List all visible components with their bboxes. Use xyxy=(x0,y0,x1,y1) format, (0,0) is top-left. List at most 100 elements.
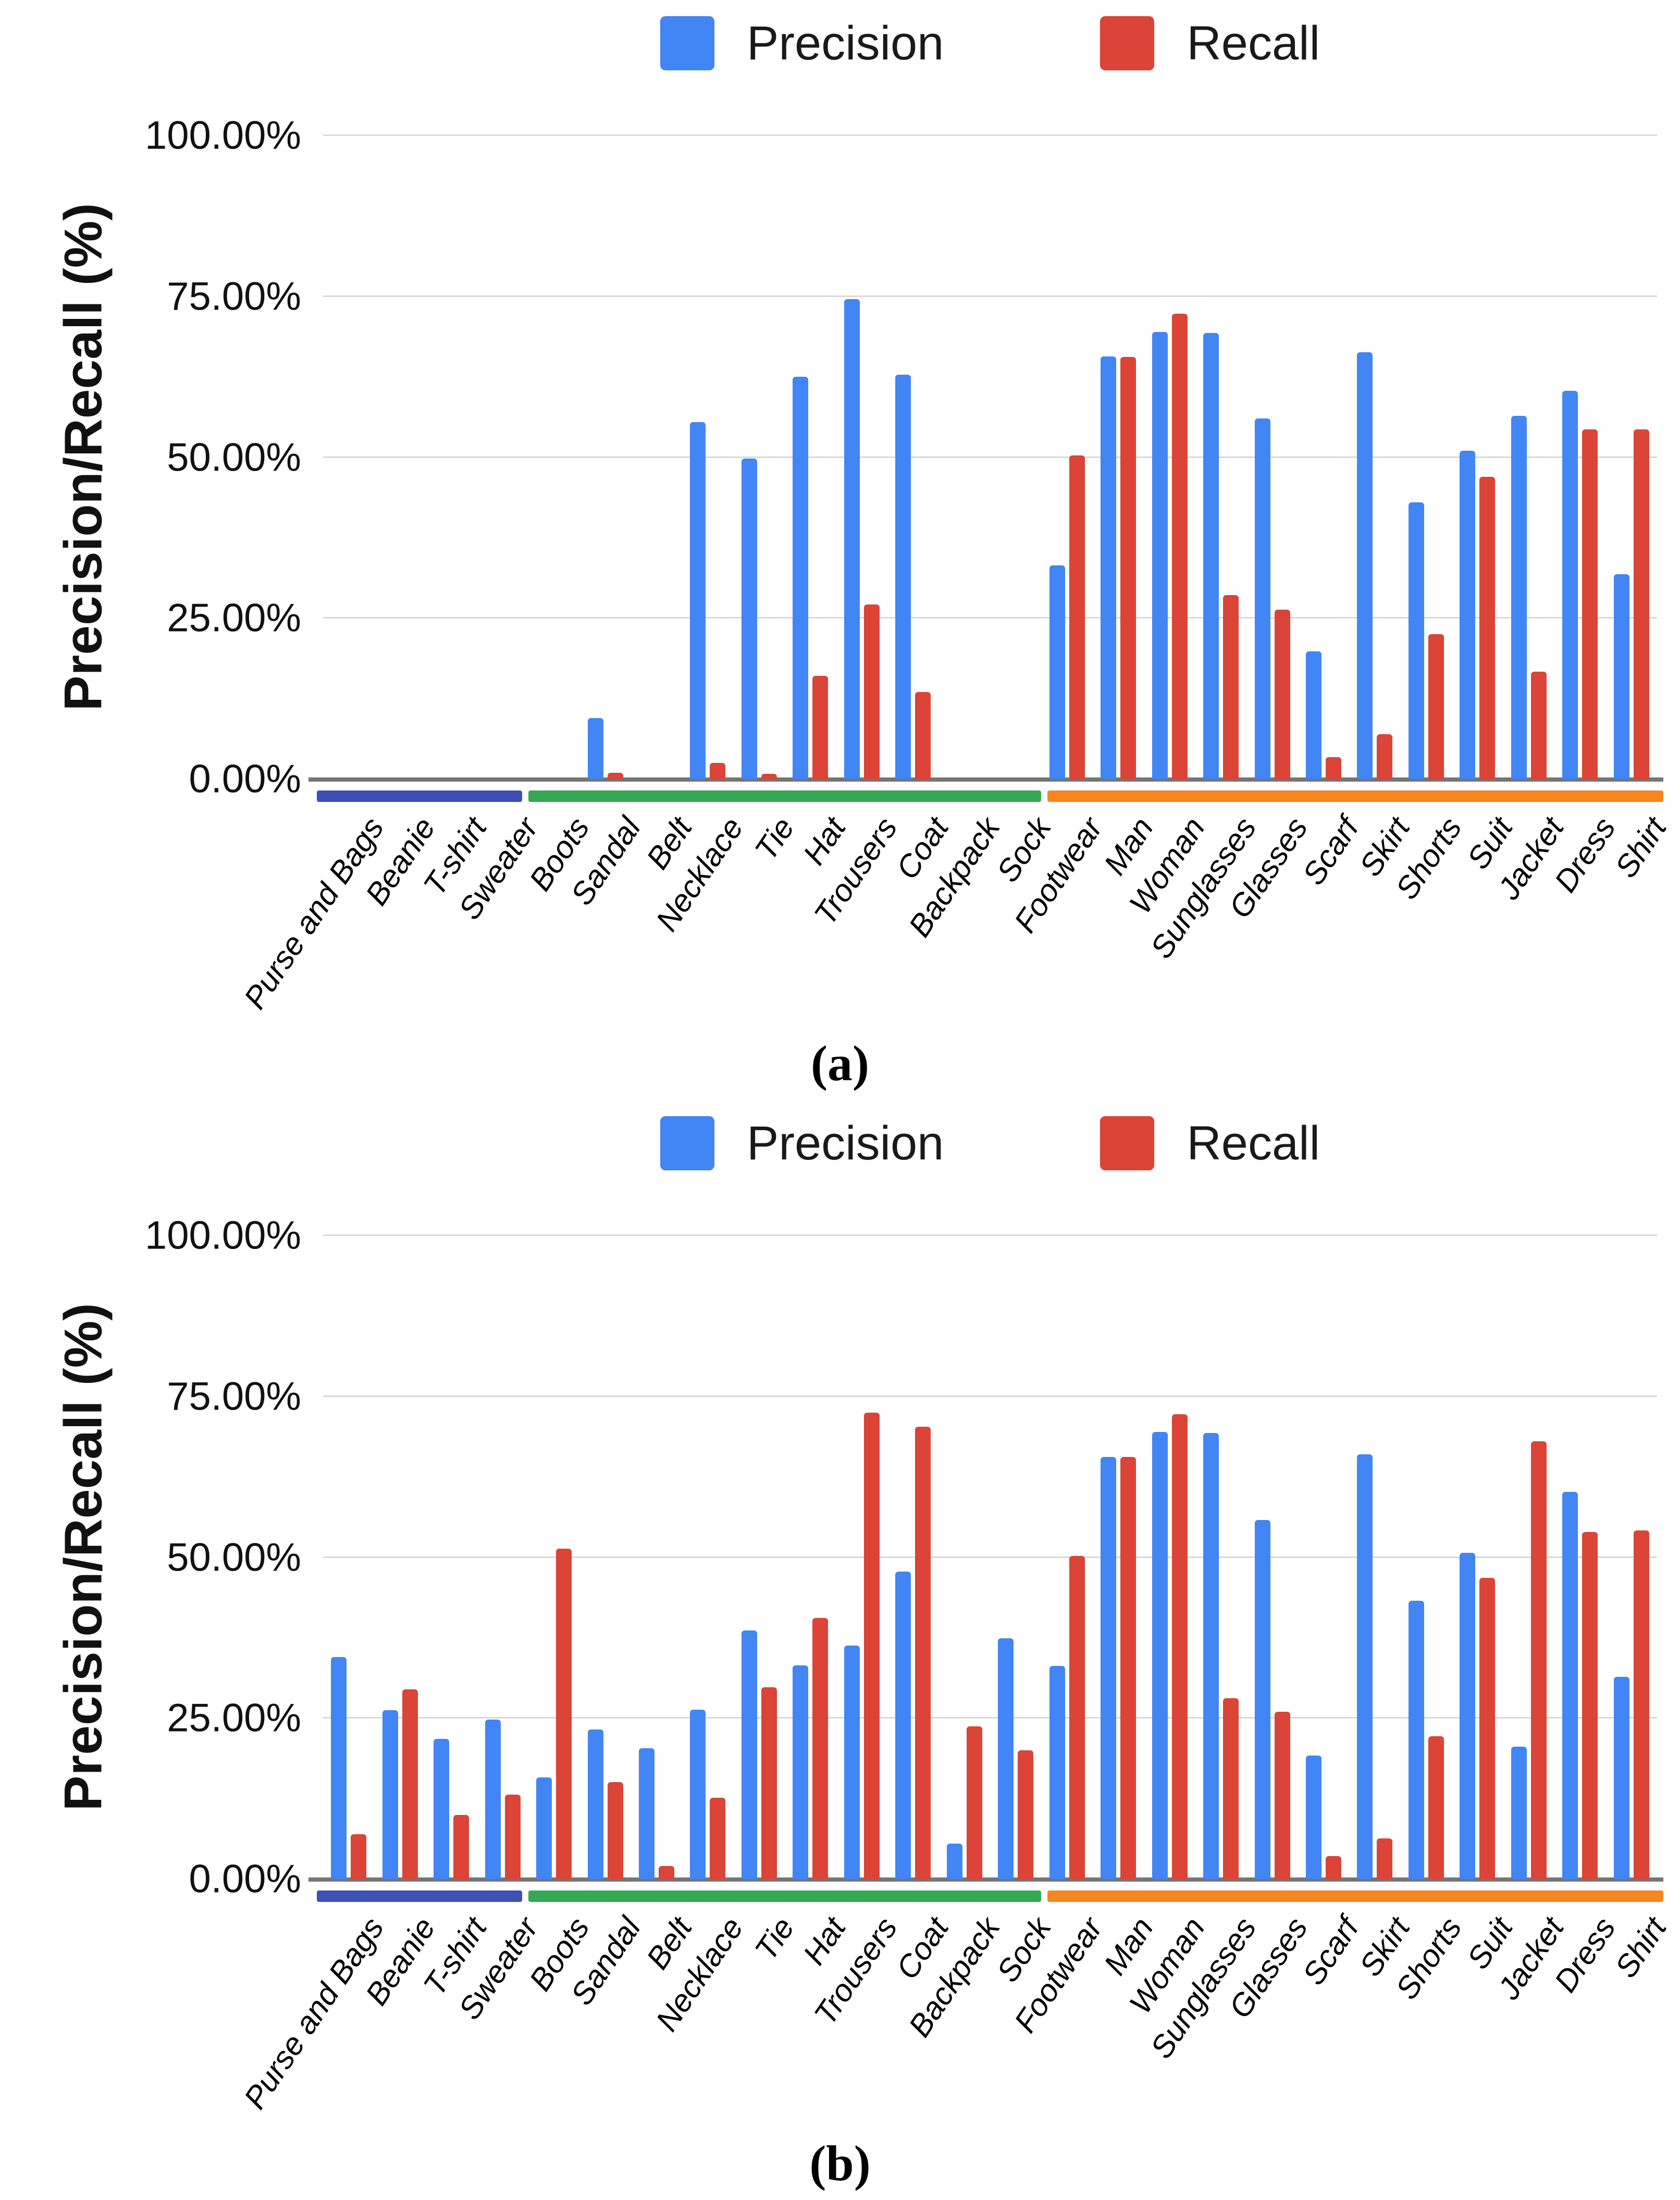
bar-precision-boots xyxy=(536,1777,552,1879)
bar-recall-woman xyxy=(1171,314,1188,779)
y-tick-label: 100.00% xyxy=(144,113,301,158)
recall-swatch-icon xyxy=(1100,1116,1155,1170)
bar-recall-sandal xyxy=(607,1782,623,1879)
bar-recall-sunglasses xyxy=(1223,595,1239,779)
bar-precision-jacket xyxy=(1511,1746,1527,1879)
bar-recall-glasses xyxy=(1274,610,1290,779)
group-strip-segment-0 xyxy=(317,790,522,802)
y-tick-label: 25.00% xyxy=(167,1696,301,1740)
x-axis-line xyxy=(308,1877,1663,1882)
bar-recall-purse-and-bags xyxy=(351,1834,367,1879)
bar-recall-footwear xyxy=(1069,455,1085,779)
bar-precision-t-shirt xyxy=(434,1738,450,1879)
bar-recall-tie xyxy=(761,1687,777,1879)
bar-recall-man xyxy=(1120,356,1137,779)
bar-recall-suit xyxy=(1479,1578,1496,1879)
bar-recall-dress xyxy=(1582,429,1598,779)
bar-precision-shorts xyxy=(1408,1601,1424,1879)
group-strip-segment-1 xyxy=(528,1890,1042,1902)
gridline-100 xyxy=(323,1234,1657,1236)
bar-recall-trousers xyxy=(863,604,880,779)
bar-precision-shorts xyxy=(1408,502,1424,779)
group-strip-segment-0 xyxy=(317,1890,522,1902)
x-axis-line xyxy=(308,777,1663,782)
bar-precision-hat xyxy=(793,377,809,779)
y-axis-tick-labels: 100.00% 75.00% 50.00% 25.00% 0.00% xyxy=(0,114,301,801)
bar-recall-sweater xyxy=(504,1795,521,1879)
bar-precision-trousers xyxy=(844,299,860,779)
y-tick-label: 75.00% xyxy=(167,1374,301,1419)
bar-precision-suit xyxy=(1460,1552,1476,1879)
bar-precision-purse-and-bags xyxy=(331,1657,347,1879)
group-strip-segment-2 xyxy=(1047,790,1663,802)
bar-precision-shirt xyxy=(1613,574,1629,779)
bar-recall-necklace xyxy=(710,763,726,779)
bar-precision-man xyxy=(1101,1456,1117,1879)
bar-recall-jacket xyxy=(1530,671,1547,779)
precision-swatch-icon xyxy=(660,1116,714,1170)
legend: Precision Recall xyxy=(323,1115,1657,1172)
y-tick-label: 100.00% xyxy=(144,1213,301,1258)
bar-recall-coat xyxy=(915,692,931,779)
legend-item-precision: Precision xyxy=(660,16,944,70)
bar-precision-shirt xyxy=(1613,1677,1629,1879)
bar-recall-man xyxy=(1120,1456,1137,1879)
bar-precision-glasses xyxy=(1254,1519,1270,1879)
chart-a-section: Precision Recall Precision/Recall (%) 10… xyxy=(0,16,1674,1091)
bar-precision-necklace xyxy=(690,1710,706,1879)
bar-precision-glasses xyxy=(1254,418,1270,779)
bar-precision-scarf xyxy=(1306,1755,1321,1879)
bar-recall-necklace xyxy=(710,1798,726,1879)
x-tick-label: Tie xyxy=(748,1911,801,1967)
precision-swatch-icon xyxy=(660,16,714,70)
x-tick-label: Tie xyxy=(748,811,801,867)
plot-area xyxy=(308,134,1663,782)
bar-recall-scarf xyxy=(1326,1856,1341,1879)
y-tick-label: 25.00% xyxy=(167,596,301,640)
bar-precision-woman xyxy=(1152,331,1168,779)
bar-precision-backpack xyxy=(946,1844,962,1879)
bar-precision-beanie xyxy=(382,1710,398,1879)
x-tick-label: Purse and Bags xyxy=(237,811,391,1015)
bar-recall-coat xyxy=(915,1426,931,1879)
precision-legend-label: Precision xyxy=(746,1117,944,1170)
gridline-100 xyxy=(323,134,1657,136)
bar-recall-boots xyxy=(556,1549,572,1879)
group-strip-segment-2 xyxy=(1047,1890,1663,1902)
bar-precision-footwear xyxy=(1049,1666,1065,1879)
bar-precision-skirt xyxy=(1357,352,1373,779)
legend-item-precision: Precision xyxy=(660,1116,944,1170)
x-tick-label: Purse and Bags xyxy=(237,1911,391,2115)
x-tick-label: Shirt xyxy=(1608,811,1674,884)
bar-precision-trousers xyxy=(844,1645,860,1879)
precision-legend-label: Precision xyxy=(746,17,944,70)
bar-recall-skirt xyxy=(1377,734,1393,779)
bar-recall-shorts xyxy=(1428,1736,1444,1879)
bar-recall-shorts xyxy=(1428,634,1444,779)
bar-precision-jacket xyxy=(1511,416,1527,779)
bar-precision-sweater xyxy=(485,1719,501,1879)
bar-recall-glasses xyxy=(1274,1711,1290,1879)
legend-item-recall: Recall xyxy=(1100,16,1320,70)
bar-recall-shirt xyxy=(1633,429,1649,779)
gridline-75 xyxy=(323,1395,1657,1397)
bar-precision-sock xyxy=(998,1638,1014,1879)
bar-recall-footwear xyxy=(1069,1556,1085,1879)
plot-area xyxy=(308,1234,1663,1882)
bar-recall-hat xyxy=(812,676,829,779)
bar-precision-suit xyxy=(1460,451,1476,779)
bar-recall-tie xyxy=(761,774,777,779)
bar-precision-tie xyxy=(741,458,757,779)
recall-legend-label: Recall xyxy=(1187,1117,1320,1170)
x-tick-label: Scarf xyxy=(1295,1911,1366,1992)
bar-recall-scarf xyxy=(1326,757,1341,779)
bar-recall-sandal xyxy=(607,772,623,779)
bar-recall-trousers xyxy=(863,1412,880,1879)
bar-recall-beanie xyxy=(402,1689,418,1879)
bar-recall-jacket xyxy=(1530,1441,1547,1879)
bar-precision-hat xyxy=(793,1665,809,1879)
gridline-25 xyxy=(323,1717,1657,1719)
gridline-25 xyxy=(323,617,1657,619)
bar-recall-woman xyxy=(1171,1414,1188,1879)
bar-precision-tie xyxy=(741,1630,757,1879)
